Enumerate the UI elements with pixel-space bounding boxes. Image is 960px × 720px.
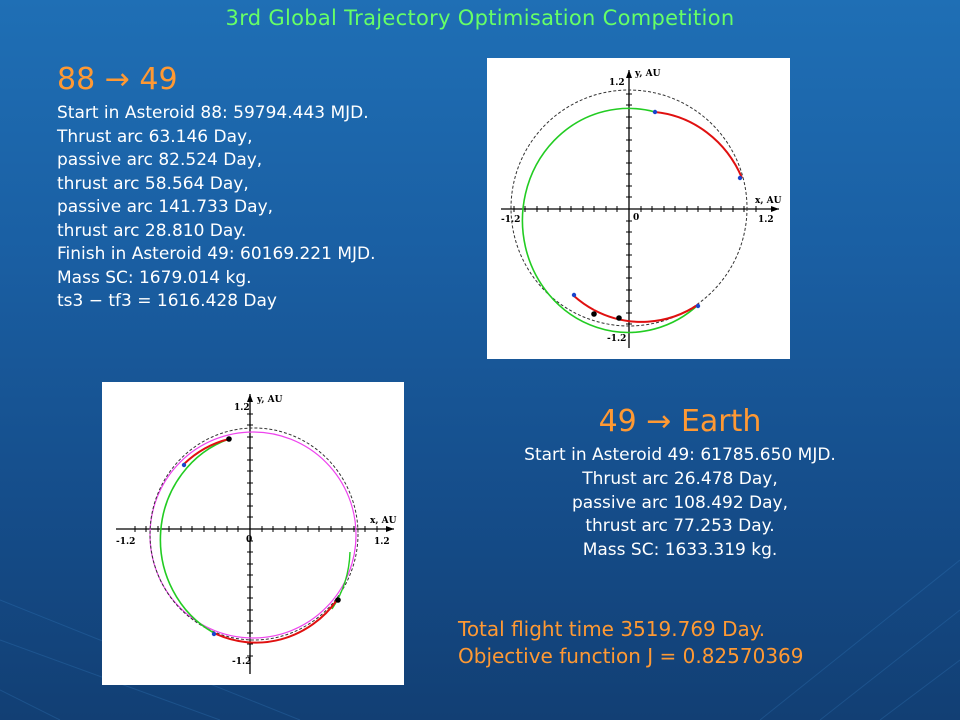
leg2-line: thrust arc 77.253 Day. [585, 516, 775, 537]
endpoint-dot [616, 315, 622, 321]
endpoint-dot [226, 436, 232, 442]
trajectory-plot-49-earth: y, AU x, AU 1.2 -1.2 1.2 -1.2 0 [102, 382, 404, 685]
slide-title: 3rd Global Trajectory Optimisation Compe… [225, 6, 735, 30]
axes [501, 70, 779, 348]
leg1-line: Start in Asteroid 88: 59794.443 MJD. [57, 103, 369, 123]
objective-function: Objective function J = 0.82570369 [458, 644, 804, 668]
thrust-arc [183, 438, 230, 465]
trajectory-plot-88-49: y, AU x, AU 1.2 -1.2 1.2 -1.2 0 [487, 58, 790, 359]
leg1-line: thrust arc 58.564 Day, [57, 173, 249, 194]
endpoint-dot [591, 311, 597, 317]
tick-label-x-neg: -1.2 [501, 215, 520, 225]
leg1-line: passive arc 141.733 Day, [57, 197, 274, 217]
asteroid-orbit-dashed [510, 89, 748, 327]
leg1-line: thrust arc 28.810 Day. [57, 220, 247, 241]
y-axis-label: y, AU [634, 69, 661, 79]
waypoint-dot [181, 462, 187, 468]
tick-label-y-neg: -1.2 [232, 657, 251, 667]
leg1-line: ts3 − tf3 = 1616.428 Day [57, 291, 277, 311]
tick-label-x-pos: 1.2 [758, 215, 774, 225]
mission-summary: Total flight time 3519.769 Day. Objectiv… [458, 616, 804, 670]
thrust-arc [213, 599, 338, 644]
tick-label-x-neg: -1.2 [116, 537, 135, 547]
tick-label-origin: 0 [633, 213, 639, 223]
leg1-line: passive arc 82.524 Day, [57, 150, 263, 170]
waypoint-dot [737, 175, 743, 181]
leg1-line: Mass SC: 1679.014 kg. [57, 267, 252, 288]
leg2-details: Start in Asteroid 49: 61785.650 MJD. Thr… [440, 444, 920, 563]
axes [116, 394, 394, 674]
leg1-heading: 88 → 49 [57, 62, 178, 97]
thrust-arc [573, 295, 595, 311]
leg2-line: passive arc 108.492 Day, [571, 492, 789, 513]
leg2-heading: 49 → Earth [598, 404, 762, 439]
x-ticks [513, 206, 757, 212]
thrust-arc [593, 303, 700, 323]
y-axis-arrow [247, 394, 253, 402]
x-axis-arrow [386, 526, 394, 532]
leg2-line: Thrust arc 26.478 Day, [582, 468, 778, 489]
leg1-line: Finish in Asteroid 49: 60169.221 MJD. [57, 244, 376, 264]
passive-arc [521, 107, 700, 334]
waypoint-dot [571, 292, 577, 298]
y-axis-arrow [626, 70, 632, 78]
leg2-line: Start in Asteroid 49: 61785.650 MJD. [524, 445, 836, 465]
x-axis-label: x, AU [755, 196, 782, 206]
tick-label-y-pos: 1.2 [234, 403, 250, 413]
earth-orbit [149, 431, 357, 639]
asteroid-orbit-dashed [149, 427, 359, 641]
leg2-line: Mass SC: 1633.319 kg. [582, 540, 778, 561]
tick-label-y-pos: 1.2 [609, 78, 625, 88]
total-flight-time: Total flight time 3519.769 Day. [458, 617, 766, 641]
waypoint-dot [652, 109, 658, 115]
passive-arc [159, 438, 230, 634]
leg1-line: Thrust arc 63.146 Day, [57, 126, 253, 147]
x-ticks [134, 526, 378, 532]
tick-label-y-neg: -1.2 [607, 334, 626, 344]
y-ticks [626, 93, 632, 325]
leg1-details: Start in Asteroid 88: 59794.443 MJD. Thr… [44, 102, 414, 314]
endpoint-dot [335, 597, 341, 603]
waypoint-dot [695, 303, 701, 309]
y-axis-label: y, AU [256, 395, 283, 405]
waypoint-dot [211, 631, 217, 637]
tick-label-x-pos: 1.2 [374, 537, 390, 547]
y-ticks [247, 413, 253, 657]
x-axis-arrow [771, 206, 779, 212]
thrust-arc [654, 111, 743, 179]
x-axis-label: x, AU [370, 516, 397, 526]
tick-label-origin: 0 [246, 535, 252, 545]
